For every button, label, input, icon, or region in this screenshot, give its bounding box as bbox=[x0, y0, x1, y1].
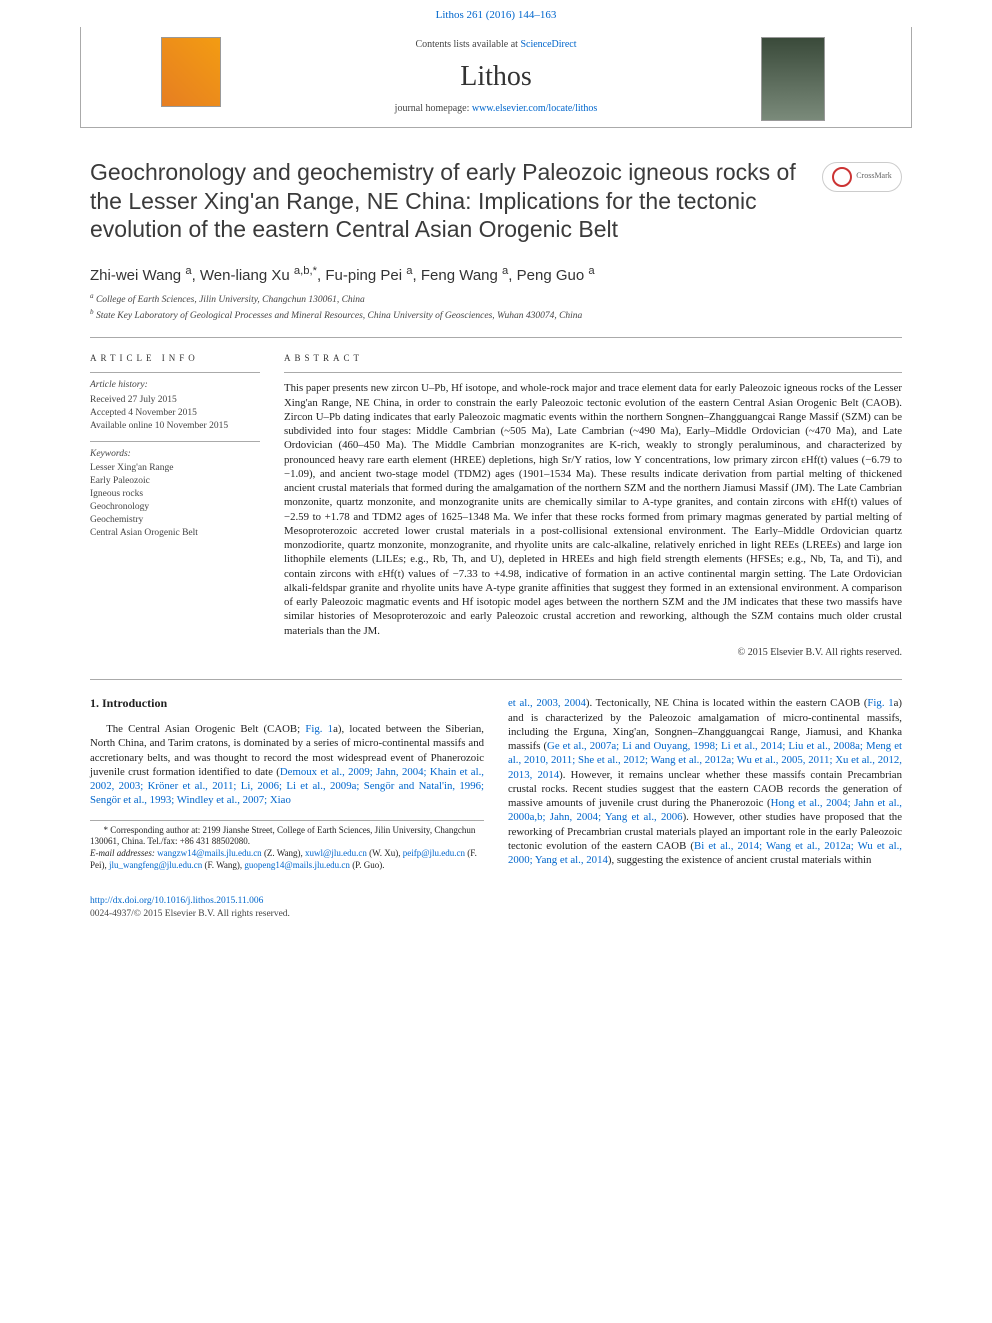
keywords-label: Keywords: bbox=[90, 448, 260, 461]
history-line: Accepted 4 November 2015 bbox=[90, 407, 260, 420]
journal-header-center: Contents lists available at ScienceDirec… bbox=[231, 38, 761, 115]
body-columns: 1. Introduction The Central Asian Orogen… bbox=[0, 680, 992, 885]
footnote-block: * Corresponding author at: 2199 Jianshe … bbox=[90, 820, 484, 872]
section-heading-intro: 1. Introduction bbox=[90, 696, 484, 712]
running-head: Lithos 261 (2016) 144–163 bbox=[0, 0, 992, 27]
keywords-list: Lesser Xing'an RangeEarly PaleozoicIgneo… bbox=[90, 462, 260, 539]
ab-divider bbox=[284, 372, 902, 373]
doi-link[interactable]: http://dx.doi.org/10.1016/j.lithos.2015.… bbox=[90, 896, 263, 906]
cover-thumb-container bbox=[761, 37, 831, 117]
affiliation: a College of Earth Sciences, Jilin Unive… bbox=[90, 292, 902, 307]
history-lines: Received 27 July 2015Accepted 4 November… bbox=[90, 394, 260, 432]
author-affil-sup: a bbox=[502, 265, 508, 277]
text-run: ). Tectonically, NE China is located wit… bbox=[586, 697, 868, 709]
author: Wen-liang Xu a,b,* bbox=[200, 267, 317, 284]
keyword: Geochronology bbox=[90, 501, 260, 514]
keyword: Lesser Xing'an Range bbox=[90, 462, 260, 475]
author: Fu-ping Pei a bbox=[325, 267, 412, 284]
ai-divider bbox=[90, 372, 260, 373]
citation-link[interactable]: et al., 2003, 2004 bbox=[508, 697, 586, 709]
email-who: (W. Xu), bbox=[367, 848, 403, 858]
homepage-link[interactable]: www.elsevier.com/locate/lithos bbox=[472, 103, 597, 114]
email-link[interactable]: wangzw14@mails.jlu.edu.cn bbox=[157, 848, 262, 858]
publisher-logo-container bbox=[161, 37, 231, 117]
abstract-body: This paper presents new zircon U–Pb, Hf … bbox=[284, 381, 902, 638]
column-left: 1. Introduction The Central Asian Orogen… bbox=[90, 696, 484, 871]
keyword: Early Paleozoic bbox=[90, 475, 260, 488]
email-who: (Z. Wang), bbox=[262, 848, 305, 858]
abstract: ABSTRACT This paper presents new zircon … bbox=[284, 352, 902, 659]
contents-prefix: Contents lists available at bbox=[415, 39, 520, 50]
email-who: (P. Guo). bbox=[350, 860, 385, 870]
email-label: E-mail addresses: bbox=[90, 848, 157, 858]
history-line: Received 27 July 2015 bbox=[90, 394, 260, 407]
abstract-copyright: © 2015 Elsevier B.V. All rights reserved… bbox=[284, 646, 902, 660]
article-info-heading: ARTICLE INFO bbox=[90, 352, 260, 364]
corresponding-author-note: * Corresponding author at: 2199 Jianshe … bbox=[90, 825, 484, 848]
email-link[interactable]: xuwl@jlu.edu.cn bbox=[305, 848, 367, 858]
author-affil-sup: a bbox=[185, 265, 191, 277]
keyword: Central Asian Orogenic Belt bbox=[90, 527, 260, 540]
keyword: Igneous rocks bbox=[90, 488, 260, 501]
journal-title: Lithos bbox=[231, 58, 761, 96]
running-head-link[interactable]: Lithos 261 (2016) 144–163 bbox=[436, 9, 557, 21]
abstract-heading: ABSTRACT bbox=[284, 352, 902, 364]
intro-paragraph-cont: et al., 2003, 2004). Tectonically, NE Ch… bbox=[508, 696, 902, 867]
figure-ref-link[interactable]: Fig. 1 bbox=[867, 697, 893, 709]
history-line: Available online 10 November 2015 bbox=[90, 420, 260, 433]
email-who: (F. Wang), bbox=[202, 860, 244, 870]
affiliation-list: a College of Earth Sciences, Jilin Unive… bbox=[0, 292, 992, 337]
text-run: ), suggesting the existence of ancient c… bbox=[608, 854, 872, 866]
article-title-block: Geochronology and geochemistry of early … bbox=[0, 128, 992, 254]
email-link[interactable]: jlu_wangfeng@jlu.edu.cn bbox=[109, 860, 202, 870]
history-label: Article history: bbox=[90, 379, 260, 392]
author-affil-sup: a bbox=[406, 265, 412, 277]
crossmark-badge[interactable]: CrossMark bbox=[822, 162, 902, 192]
ai-divider bbox=[90, 441, 260, 442]
figure-ref-link[interactable]: Fig. 1 bbox=[305, 723, 333, 735]
column-right: et al., 2003, 2004). Tectonically, NE Ch… bbox=[508, 696, 902, 871]
author: Feng Wang a bbox=[421, 267, 508, 284]
contents-line: Contents lists available at ScienceDirec… bbox=[231, 38, 761, 52]
homepage-line: journal homepage: www.elsevier.com/locat… bbox=[231, 102, 761, 116]
email-link[interactable]: peifp@jlu.edu.cn bbox=[403, 848, 465, 858]
author: Peng Guo a bbox=[517, 267, 595, 284]
email-link[interactable]: guopeng14@mails.jlu.edu.cn bbox=[244, 860, 350, 870]
affiliation: b State Key Laboratory of Geological Pro… bbox=[90, 308, 902, 323]
issn-copyright: 0024-4937/© 2015 Elsevier B.V. All right… bbox=[90, 909, 290, 919]
homepage-prefix: journal homepage: bbox=[395, 103, 472, 114]
elsevier-logo bbox=[161, 37, 221, 107]
text-run: The Central Asian Orogenic Belt (CAOB; bbox=[106, 723, 305, 735]
author-affil-sup: a bbox=[588, 265, 594, 277]
author: Zhi-wei Wang a bbox=[90, 267, 192, 284]
article-info: ARTICLE INFO Article history: Received 2… bbox=[90, 352, 260, 659]
intro-paragraph: The Central Asian Orogenic Belt (CAOB; F… bbox=[90, 722, 484, 808]
email-addresses: E-mail addresses: wangzw14@mails.jlu.edu… bbox=[90, 848, 484, 871]
info-abstract-row: ARTICLE INFO Article history: Received 2… bbox=[0, 338, 992, 679]
article-title: Geochronology and geochemistry of early … bbox=[90, 158, 812, 244]
keyword: Geochemistry bbox=[90, 514, 260, 527]
author-affil-sup: a,b,* bbox=[294, 265, 317, 277]
journal-header: Contents lists available at ScienceDirec… bbox=[80, 27, 912, 128]
sciencedirect-link[interactable]: ScienceDirect bbox=[520, 39, 576, 50]
author-list: Zhi-wei Wang a, Wen-liang Xu a,b,*, Fu-p… bbox=[0, 254, 992, 292]
journal-cover-thumb bbox=[761, 37, 825, 121]
page-footer: http://dx.doi.org/10.1016/j.lithos.2015.… bbox=[0, 885, 992, 961]
